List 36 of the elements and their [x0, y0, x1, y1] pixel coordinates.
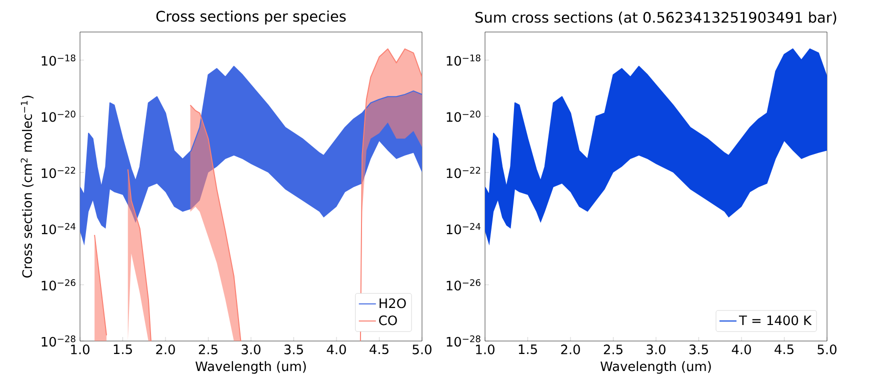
x-tick-label: 4.0	[732, 344, 751, 354]
x-tick-label: 2.0	[561, 344, 580, 354]
y-tick-label: 10$^{−24}$	[446, 223, 480, 234]
x-tick-label: 2.5	[604, 344, 622, 354]
x-tick-label: 5.0	[412, 344, 432, 354]
x-tick-label: 3.5	[689, 344, 708, 354]
y-tick-label: 10$^{−24}$	[42, 223, 76, 234]
y-tick-label: 10$^{−20}$	[42, 110, 76, 122]
x-tick-label: 2.5	[198, 344, 218, 354]
chart-title: Sum cross sections (at 0.5623413251903491 bar)	[475, 12, 836, 25]
x-axis-title: Wavelength (um)	[600, 361, 711, 374]
y-axis-title: Cross section (cm$^{2}$ molec$^{−1}$)	[20, 96, 34, 278]
y-tick-label: 10$^{−26}$	[446, 279, 480, 290]
y-tick-label: 10$^{−22}$	[42, 166, 76, 178]
x-tick-label: 3.0	[646, 344, 666, 354]
legend-label: CO	[379, 315, 397, 326]
x-tick-label: 1.5	[114, 344, 132, 354]
y-tick-label: 10$^{−26}$	[42, 279, 76, 290]
legend-label: H2O	[380, 298, 406, 308]
y-tick-label: 10$^{−22}$	[446, 166, 480, 178]
x-tick-label: 4.5	[370, 344, 388, 354]
x-tick-label: 3.0	[242, 344, 260, 354]
y-tick-label: 10$^{−20}$	[446, 110, 480, 122]
x-tick-label: 5.0	[818, 344, 836, 354]
legend-label: T = 1400 K	[738, 315, 812, 326]
y-tick-label: 10$^{−18}$	[446, 54, 480, 66]
x-tick-label: 4.0	[326, 344, 346, 354]
x-axis-title: Wavelength (um)	[196, 361, 306, 374]
x-tick-label: 4.5	[774, 344, 794, 354]
chart-title: Cross sections per species	[156, 10, 346, 25]
x-tick-label: 1.0	[476, 344, 494, 354]
x-tick-label: 1.0	[71, 344, 90, 354]
x-tick-label: 1.5	[518, 344, 537, 354]
x-tick-label: 2.0	[156, 344, 175, 354]
y-tick-label: 10$^{−18}$	[42, 54, 76, 66]
x-tick-label: 3.5	[284, 344, 303, 354]
